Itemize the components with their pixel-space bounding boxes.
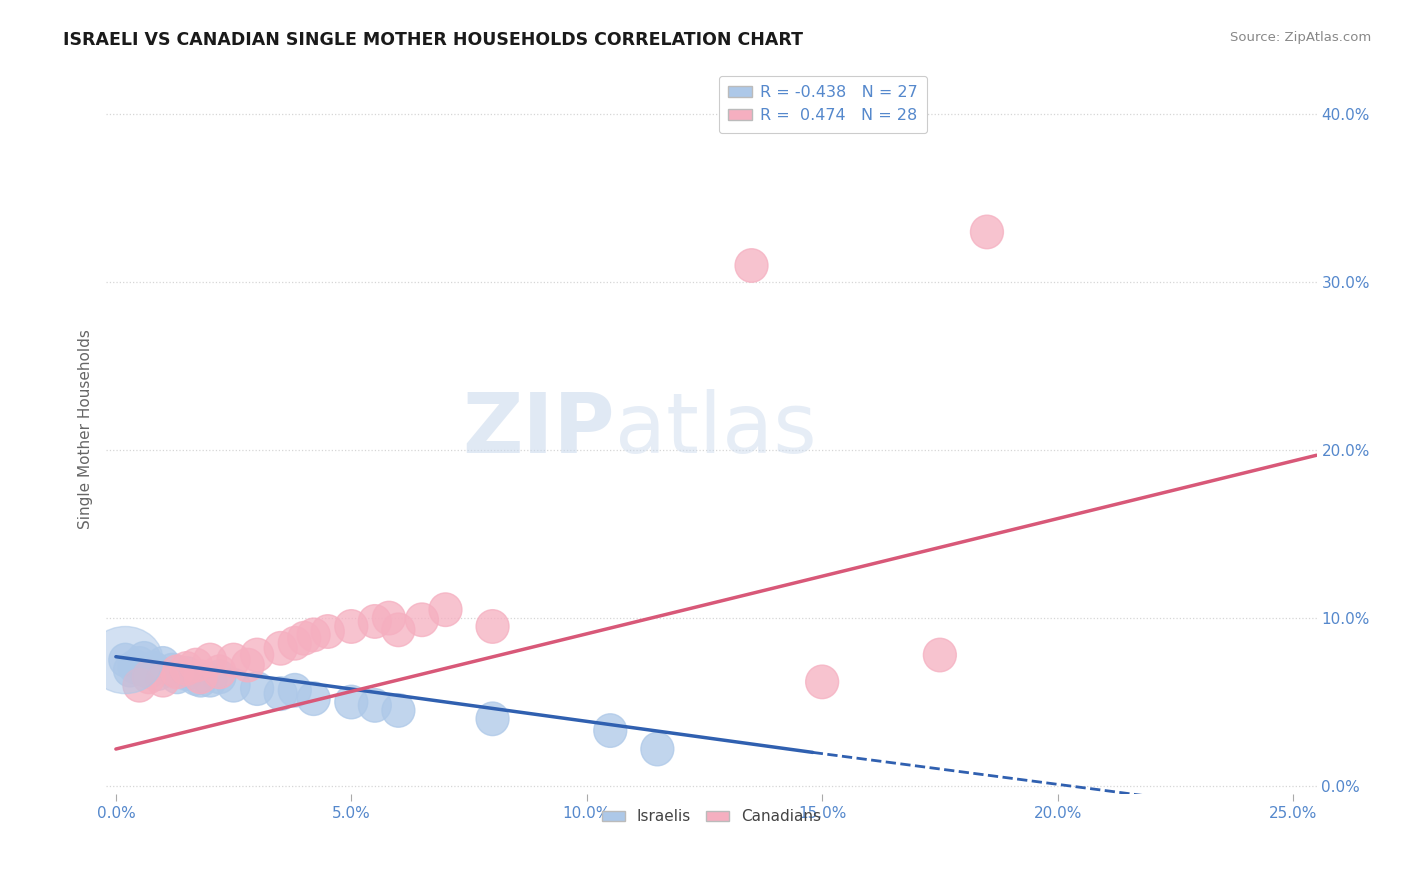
Ellipse shape bbox=[806, 665, 838, 698]
Ellipse shape bbox=[288, 622, 321, 655]
Ellipse shape bbox=[278, 673, 311, 707]
Text: ZIP: ZIP bbox=[463, 389, 614, 470]
Ellipse shape bbox=[122, 668, 156, 702]
Ellipse shape bbox=[142, 657, 174, 690]
Legend: Israelis, Canadians: Israelis, Canadians bbox=[596, 804, 828, 830]
Ellipse shape bbox=[194, 643, 226, 677]
Ellipse shape bbox=[184, 664, 217, 697]
Ellipse shape bbox=[240, 639, 274, 672]
Ellipse shape bbox=[593, 714, 627, 747]
Ellipse shape bbox=[311, 615, 344, 648]
Ellipse shape bbox=[405, 603, 439, 637]
Ellipse shape bbox=[970, 215, 1004, 249]
Ellipse shape bbox=[160, 655, 194, 689]
Ellipse shape bbox=[128, 641, 160, 675]
Ellipse shape bbox=[477, 610, 509, 643]
Ellipse shape bbox=[335, 610, 368, 643]
Ellipse shape bbox=[170, 652, 202, 685]
Ellipse shape bbox=[114, 653, 146, 687]
Ellipse shape bbox=[108, 643, 142, 677]
Ellipse shape bbox=[231, 648, 264, 681]
Ellipse shape bbox=[180, 662, 212, 696]
Ellipse shape bbox=[373, 601, 405, 635]
Ellipse shape bbox=[118, 650, 152, 683]
Ellipse shape bbox=[184, 660, 217, 694]
Ellipse shape bbox=[170, 657, 202, 690]
Ellipse shape bbox=[641, 732, 673, 766]
Text: Source: ZipAtlas.com: Source: ZipAtlas.com bbox=[1230, 31, 1371, 45]
Ellipse shape bbox=[122, 647, 156, 681]
Ellipse shape bbox=[359, 605, 391, 639]
Text: atlas: atlas bbox=[614, 389, 817, 470]
Ellipse shape bbox=[429, 593, 463, 626]
Ellipse shape bbox=[146, 647, 180, 681]
Ellipse shape bbox=[132, 660, 166, 694]
Ellipse shape bbox=[735, 249, 768, 282]
Ellipse shape bbox=[202, 660, 236, 694]
Ellipse shape bbox=[136, 652, 170, 685]
Ellipse shape bbox=[146, 664, 180, 697]
Ellipse shape bbox=[240, 672, 274, 706]
Ellipse shape bbox=[156, 653, 188, 687]
Ellipse shape bbox=[924, 639, 956, 672]
Ellipse shape bbox=[180, 648, 212, 681]
Ellipse shape bbox=[382, 613, 415, 647]
Ellipse shape bbox=[217, 668, 250, 702]
Ellipse shape bbox=[297, 618, 330, 652]
Ellipse shape bbox=[202, 655, 236, 689]
Ellipse shape bbox=[477, 702, 509, 736]
Ellipse shape bbox=[335, 685, 368, 719]
Ellipse shape bbox=[264, 677, 297, 710]
Ellipse shape bbox=[132, 655, 166, 689]
Ellipse shape bbox=[160, 660, 194, 694]
Ellipse shape bbox=[382, 694, 415, 727]
Ellipse shape bbox=[278, 626, 311, 660]
Ellipse shape bbox=[359, 689, 391, 723]
Ellipse shape bbox=[217, 643, 250, 677]
Y-axis label: Single Mother Households: Single Mother Households bbox=[79, 329, 93, 529]
Ellipse shape bbox=[194, 664, 226, 697]
Ellipse shape bbox=[87, 626, 163, 694]
Text: ISRAELI VS CANADIAN SINGLE MOTHER HOUSEHOLDS CORRELATION CHART: ISRAELI VS CANADIAN SINGLE MOTHER HOUSEH… bbox=[63, 31, 803, 49]
Ellipse shape bbox=[264, 632, 297, 665]
Ellipse shape bbox=[297, 681, 330, 715]
